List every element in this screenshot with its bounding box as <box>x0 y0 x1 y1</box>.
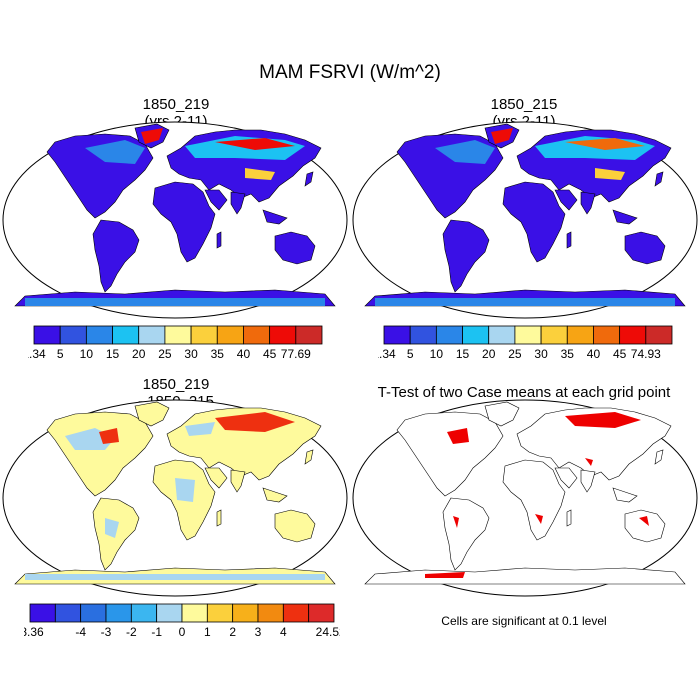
colorbar-0-swatch-2 <box>85 325 113 345</box>
colorbar-0-label-5: 25 <box>158 347 172 361</box>
colorbar-1-label-10: 74.93 <box>631 347 661 361</box>
panel-3-title-line1: 1850_219 <box>142 376 210 393</box>
colorbar-1-swatch-10 <box>645 325 673 345</box>
colorbar-0-label-2: 10 <box>80 347 94 361</box>
colorbar-2-swatch-8 <box>232 603 259 623</box>
colorbar-0-swatch-3 <box>112 325 140 345</box>
colorbar-1-label-1: 5 <box>407 347 414 361</box>
colorbar-2-swatch-9 <box>257 603 284 623</box>
colorbar-1-swatch-9 <box>619 325 647 345</box>
colorbar-1-label-8: 40 <box>587 347 601 361</box>
colorbar-0-label-10: 77.69 <box>281 347 311 361</box>
colorbar-1-label-2: 10 <box>430 347 444 361</box>
colorbar-1-label-9: 45 <box>613 347 627 361</box>
colorbar-1-swatch-4 <box>488 325 516 345</box>
colorbar-1-swatch-0 <box>383 325 411 345</box>
colorbar-2-label-0: -8.36 <box>24 625 44 639</box>
colorbar-2-swatch-4 <box>130 603 158 623</box>
colorbar-panel-3: -8.36 -4 -3 -2 -1 0 1 2 3 4 24.527 <box>24 603 340 639</box>
colorbar-panel-2: 1.34 5 10 15 20 25 30 35 40 45 74.93 <box>378 325 673 361</box>
colorbar-2-swatch-1 <box>54 603 82 623</box>
colorbar-0-swatch-5 <box>164 325 192 345</box>
panel-2-title-line1: 1850_215 <box>490 96 558 113</box>
colorbar-1-swatch-5 <box>514 325 542 345</box>
colorbar-0-label-3: 15 <box>106 347 120 361</box>
colorbar-2-label-3: -3 <box>101 625 112 639</box>
colorbar-panel-1: 1.34 5 10 15 20 25 30 35 40 45 77.69 <box>28 325 323 361</box>
colorbar-0-swatch-9 <box>269 325 297 345</box>
colorbar-0-swatch-6 <box>190 325 218 345</box>
colorbar-2-label-9: 3 <box>255 625 262 639</box>
figure-title: MAM FSRVI (W/m^2) <box>259 62 441 83</box>
colorbar-1-label-4: 20 <box>482 347 496 361</box>
colorbar-1-label-6: 30 <box>534 347 548 361</box>
colorbar-1-swatch-3 <box>462 325 490 345</box>
map-panel-3 <box>2 399 348 597</box>
colorbar-0-label-1: 5 <box>57 347 64 361</box>
colorbar-1-label-0: 1.34 <box>378 347 396 361</box>
colorbar-1-swatch-7 <box>566 325 594 345</box>
panel-4-title-line1: T-Test of two Case means at each grid po… <box>377 384 671 401</box>
colorbar-2-swatch-11 <box>308 603 335 623</box>
colorbar-1-swatch-1 <box>409 325 437 345</box>
colorbar-1-label-5: 25 <box>508 347 522 361</box>
colorbar-2-swatch-10 <box>282 603 310 623</box>
map-panel-4 <box>352 399 698 597</box>
colorbar-1-swatch-2 <box>435 325 463 345</box>
colorbar-2-label-6: 0 <box>179 625 186 639</box>
colorbar-1-label-7: 35 <box>561 347 575 361</box>
colorbar-2-swatch-5 <box>156 603 183 623</box>
colorbar-0-swatch-1 <box>59 325 87 345</box>
colorbar-0-label-7: 35 <box>211 347 225 361</box>
colorbar-0-label-0: 1.34 <box>28 347 46 361</box>
colorbar-0-label-4: 20 <box>132 347 146 361</box>
colorbar-2-label-10: 4 <box>280 625 287 639</box>
colorbar-1-label-3: 15 <box>456 347 470 361</box>
colorbar-0-label-6: 30 <box>184 347 198 361</box>
colorbar-0-label-9: 45 <box>263 347 277 361</box>
colorbar-2-swatch-3 <box>105 603 132 623</box>
map-panel-1 <box>2 121 348 319</box>
colorbar-2-label-2: -4 <box>75 625 86 639</box>
colorbar-2-label-7: 1 <box>204 625 211 639</box>
colorbar-1-swatch-8 <box>593 325 621 345</box>
colorbar-2-label-8: 2 <box>229 625 236 639</box>
colorbar-2-label-5: -1 <box>151 625 162 639</box>
colorbar-2-swatch-2 <box>80 603 107 623</box>
colorbar-0-swatch-4 <box>138 325 166 345</box>
panel-1-title-line1: 1850_219 <box>142 96 210 113</box>
map-panel-2 <box>352 121 698 319</box>
colorbar-2-swatch-6 <box>181 603 208 623</box>
colorbar-2-swatch-7 <box>206 603 234 623</box>
colorbar-1-swatch-6 <box>540 325 568 345</box>
significance-note: Cells are significant at 0.1 level <box>441 614 607 628</box>
colorbar-0-swatch-10 <box>295 325 323 345</box>
colorbar-0-swatch-8 <box>243 325 271 345</box>
colorbar-2-swatch-0 <box>29 603 56 623</box>
colorbar-0-label-8: 40 <box>237 347 251 361</box>
colorbar-0-swatch-0 <box>33 325 61 345</box>
colorbar-2-label-4: -2 <box>126 625 137 639</box>
colorbar-2-label-12: 24.527 <box>316 625 340 639</box>
colorbar-0-swatch-7 <box>216 325 244 345</box>
panel-4-title: T-Test of two Case means at each grid po… <box>344 384 700 401</box>
